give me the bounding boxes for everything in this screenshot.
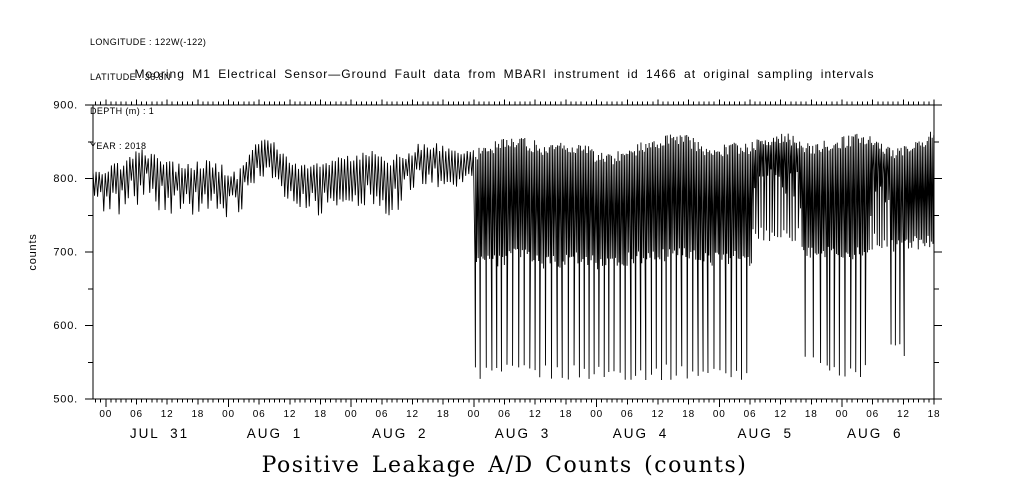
hour-label: 12 xyxy=(774,409,787,420)
hour-label: 18 xyxy=(560,409,573,420)
hour-label: 00 xyxy=(713,409,726,420)
y-tick-label: 600. xyxy=(53,320,78,332)
hour-label: 00 xyxy=(836,409,849,420)
y-tick-label: 900. xyxy=(53,100,78,112)
hour-label: 06 xyxy=(253,409,266,420)
day-label: AUG 2 xyxy=(372,426,428,441)
hour-label: 18 xyxy=(805,409,818,420)
metadata-block: LONGITUDE : 122W(-122) LATITUDE : 36.8N … xyxy=(90,14,206,175)
hour-label: 00 xyxy=(222,409,235,420)
meta-year: YEAR : 2018 xyxy=(90,140,147,151)
hour-label: 12 xyxy=(652,409,665,420)
day-label: AUG 5 xyxy=(738,426,794,441)
chart-title: Mooring M1 Electrical Sensor—Ground Faul… xyxy=(134,67,875,81)
meta-longitude: LONGITUDE : 122W(-122) xyxy=(90,37,207,47)
bottom-axis-title: Positive Leakage A/D Counts (counts) xyxy=(261,453,748,478)
hour-label: 06 xyxy=(375,409,388,420)
hour-label: 00 xyxy=(590,409,603,420)
hour-label: 12 xyxy=(897,409,910,420)
hour-label: 00 xyxy=(345,409,358,420)
hour-label: 18 xyxy=(191,409,204,420)
day-label: AUG 4 xyxy=(613,426,669,441)
meta-depth: DEPTH (m) : 1 xyxy=(90,106,155,116)
hour-label: 00 xyxy=(468,409,481,420)
y-tick-label: 700. xyxy=(53,247,78,259)
hour-label: 06 xyxy=(498,409,511,420)
hour-label: 12 xyxy=(161,409,174,420)
hour-label: 18 xyxy=(314,409,327,420)
hour-label: 18 xyxy=(437,409,450,420)
hour-label: 06 xyxy=(866,409,879,420)
hour-label: 18 xyxy=(682,409,695,420)
hour-label: 12 xyxy=(283,409,296,420)
hour-label: 18 xyxy=(928,409,941,420)
day-label: AUG 1 xyxy=(247,426,303,441)
hour-label: 00 xyxy=(99,409,112,420)
hour-label: 06 xyxy=(130,409,143,420)
y-tick-label: 500. xyxy=(53,394,78,406)
day-label: AUG 3 xyxy=(495,426,551,441)
y-tick-label: 800. xyxy=(53,173,78,185)
hour-label: 06 xyxy=(621,409,634,420)
hour-label: 12 xyxy=(406,409,419,420)
hour-label: 12 xyxy=(529,409,542,420)
hour-label: 06 xyxy=(744,409,757,420)
meta-latitude: LATITUDE : 36.8N xyxy=(90,71,171,82)
y-axis-title: counts xyxy=(27,233,39,270)
data-series-line xyxy=(92,131,935,381)
day-label: AUG 6 xyxy=(847,426,903,441)
day-label: JUL 31 xyxy=(130,426,189,441)
